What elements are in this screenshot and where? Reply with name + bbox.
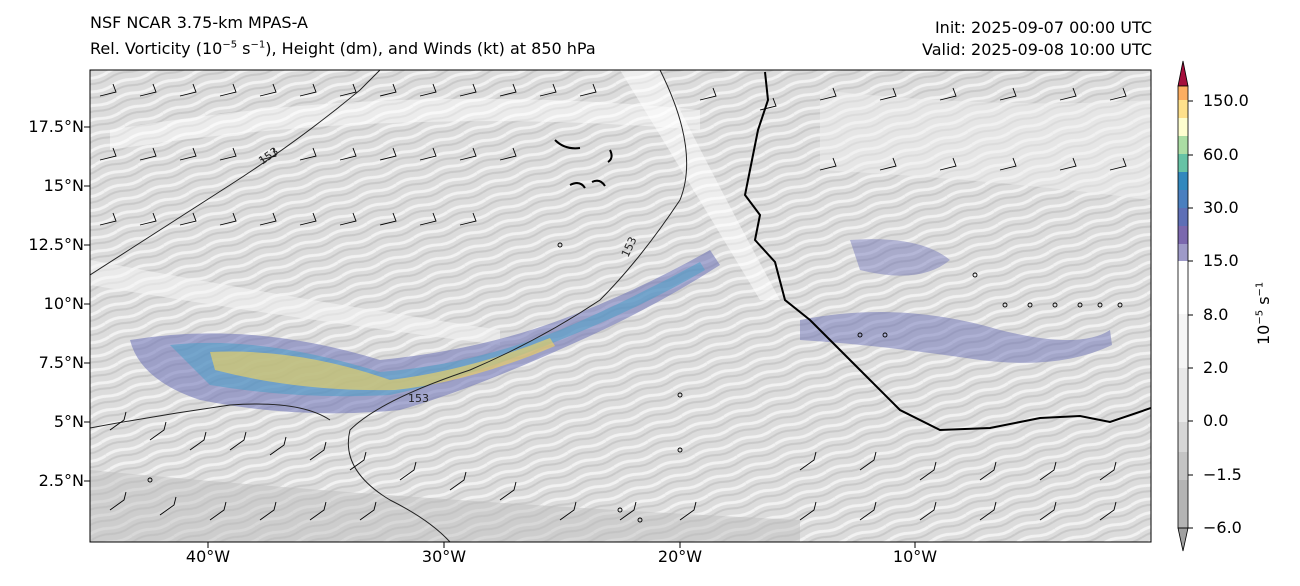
cape-verde-islands [554,139,613,189]
model-title: NSF NCAR 3.75-km MPAS-A [90,13,308,32]
colorbar-segment [1178,118,1188,136]
colorbar-label: 8.0 [1203,305,1229,324]
contour-label: 153 [408,392,429,405]
colorbar-segment [1178,208,1188,226]
colorbar-segment [1178,100,1188,118]
colorbar-label: 15.0 [1203,251,1239,270]
lat-label: 17.5°N [28,117,84,136]
colorbar-title-unit: s [1254,296,1273,310]
light-band [620,70,780,300]
field-title: Rel. Vorticity (10−5 s−1), Height (dm), … [90,39,596,58]
model-name: NSF NCAR 3.75-km MPAS-A [90,13,308,32]
field-title-prefix: Rel. Vorticity (10 [90,39,223,58]
lon-label: 40°W [185,547,231,566]
lon-label: 30°W [421,547,467,566]
lat-label: 10°N [43,294,84,313]
colorbar-title-exp1: −5 [1254,309,1266,325]
lat-label: 7.5°N [38,353,84,372]
colorbar-label: 2.0 [1203,358,1229,377]
colorbar-bottom-arrow [1177,527,1189,552]
init-time: Init: 2025-09-07 00:00 UTC [934,18,1152,37]
lat-label: 2.5°N [38,471,84,490]
calm-wind-circles [147,242,1123,523]
height-contour [90,403,331,429]
lon-label: 20°W [657,547,703,566]
lat-label: 15°N [43,176,84,195]
colorbar-segment [1178,368,1188,422]
dark-band [90,470,800,542]
vorticity-patch [850,239,950,276]
height-contour [90,70,381,276]
colorbar-segment [1178,314,1188,368]
lat-label: 12.5°N [28,235,84,254]
map-area [90,70,1151,542]
lat-label: 5°N [53,412,84,431]
colorbar-segment [1178,226,1188,244]
colorbar-label: 30.0 [1203,198,1239,217]
colorbar-top-arrow [1177,60,1189,87]
colorbar-label: −1.5 [1203,465,1242,484]
colorbar-title-exp2: −1 [1254,281,1266,297]
map-frame [89,69,1152,543]
vorticity-band-east [800,312,1112,363]
height-contour [347,70,688,542]
light-band [820,90,1151,200]
wind-barbs [99,83,1127,521]
colorbar [1177,60,1193,552]
vorticity-max [210,338,555,391]
colorbar-segment [1178,136,1188,154]
colorbar-segment [1178,244,1188,261]
field-title-exp1: −5 [222,39,238,51]
colorbar-label: 0.0 [1203,411,1229,430]
lon-label: 10°W [892,547,938,566]
valid-time: Valid: 2025-09-08 10:00 UTC [921,40,1152,59]
field-title-unit: s [237,39,251,58]
colorbar-frame [1177,85,1189,529]
coastline [743,71,1151,432]
colorbar-segment [1178,422,1188,452]
colorbar-segment [1178,172,1188,190]
axis-ticks [84,126,916,548]
light-band [90,260,500,345]
light-band [110,98,700,150]
colorbar-segment [1178,480,1188,528]
colorbar-segment [1178,261,1188,314]
field-title-suffix: ), Height (dm), and Winds (kt) at 850 hP… [265,39,596,58]
colorbar-segment [1178,190,1188,208]
colorbar-title: 10−5 s−1 [1254,282,1273,345]
colorbar-segment [1178,452,1188,480]
colorbar-label: 150.0 [1203,91,1249,110]
colorbar-title-base: 10 [1254,324,1273,345]
colorbar-label: 60.0 [1203,145,1239,164]
colorbar-label: −6.0 [1203,518,1242,537]
colorbar-segment [1178,86,1188,100]
colorbar-segment [1178,154,1188,172]
field-title-exp2: −1 [250,39,266,51]
